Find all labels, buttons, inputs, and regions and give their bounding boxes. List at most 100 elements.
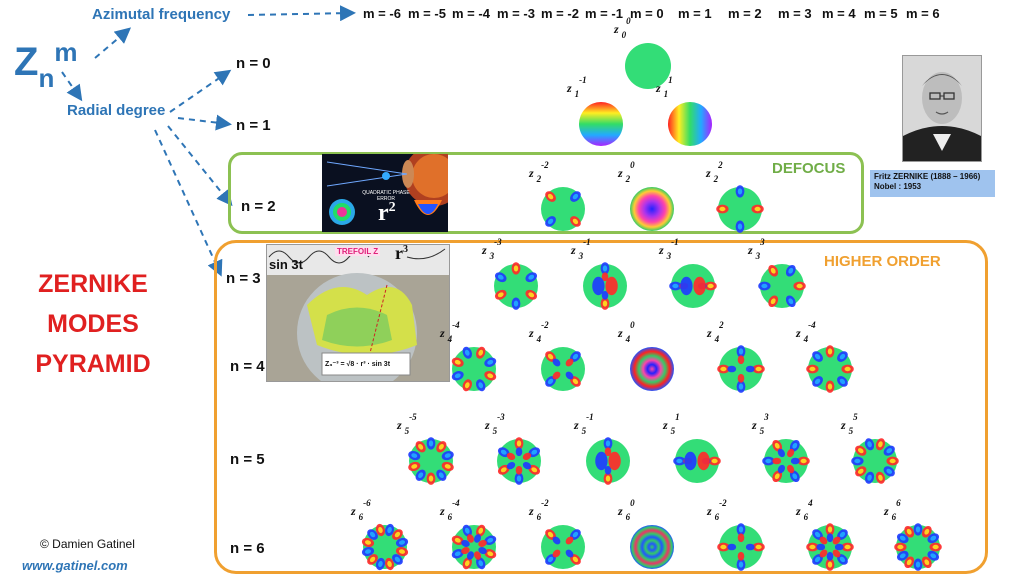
zernike-mode-z3_m3 [494,262,538,310]
mode-label-n: 3 [666,251,672,262]
mode-label-z: z [485,418,490,432]
mode-label-n: 5 [670,426,676,437]
mode-label: z 1 1 [656,76,673,100]
zernike-mode-z5_5 [851,438,899,484]
mode-label: z 6 0 [618,499,635,522]
mode-label-m: 0 [626,16,631,26]
zn-sub: n [38,63,55,93]
mode-label-n: 6 [447,512,453,523]
higher-order-label: HIGHER ORDER [824,253,941,270]
m-label: m = 5 [864,6,898,21]
higher-order-box [214,240,988,574]
mode-label-n: 2 [536,174,542,185]
mode-label: z 4 -4 [796,321,816,345]
mode-label-z: z [351,504,356,518]
mode-label: z 4 2 [707,321,724,344]
mode-label-z: z [397,418,402,432]
m-label: m = -1 [585,6,623,21]
mode-label-z: z [482,243,487,257]
mode-label-z: z [529,504,534,518]
portrait-caption-line-2: Nobel : 1953 [874,182,922,191]
n-label: n = 1 [236,117,271,134]
mode-label: z 6 -2 [529,499,549,523]
mode-label-m: -2 [719,498,727,508]
mode-label-n: 4 [803,334,809,345]
mode-label-m: -4 [452,320,460,330]
m-label: m = -2 [541,6,579,21]
r3-exp: 3 [403,244,408,255]
r2-exp: 2 [388,200,396,215]
portrait-caption-line-1: Fritz ZERNIKE (1888 – 1966) [874,172,981,181]
zernike-mode-z2_0 [630,187,674,231]
mode-label-m: -2 [541,320,549,330]
mode-label-n: 6 [803,512,809,523]
mode-label: z 4 0 [618,321,635,344]
mode-label: z 4 -2 [529,321,549,344]
portrait-caption: Fritz ZERNIKE (1888 – 1966) Nobel : 1953 [870,170,995,197]
mode-label-z: z [529,166,534,180]
zernike-portrait [902,55,982,162]
m-label: m = 3 [778,6,812,21]
mode-label: z 6 -2 [707,499,727,523]
mode-label-m: -5 [409,412,417,422]
mode-label-n: 5 [581,426,587,437]
m-label: m = 2 [728,6,762,21]
mode-label-n: 1 [574,89,580,100]
defocus-inset-r2: r2 [378,200,396,227]
website-link[interactable]: www.gatinel.com [22,558,128,573]
m-label: m = -4 [452,6,490,21]
zn-main: Z [14,40,39,84]
mode-label-z: z [884,504,889,518]
zernike-mode-z1_1 [668,102,712,146]
m-label: m = -6 [363,6,401,21]
zernike-mode-z4_2 [717,345,765,393]
mode-label: z 1 -1 [567,76,587,100]
azimutal-frequency-label: Azimutal frequency [92,6,231,23]
zernike-mode-z5_m3 [497,437,541,485]
portrait-image [903,56,981,161]
n-label: n = 0 [236,55,271,72]
mode-label-z: z [574,418,579,432]
mode-label-m: 0 [630,498,635,508]
zernike-mode-z4_m2 [541,347,585,391]
zernike-mode-z4_m4 [451,346,497,392]
mode-label-z: z [571,243,576,257]
zernike-mode-z6_0 [630,525,674,569]
mode-label-n: 5 [492,426,498,437]
mode-label-m: -3 [497,412,505,422]
defocus-inset-caption: QUADRATIC PHASE ERROR [362,190,410,202]
mode-label-m: -6 [363,498,371,508]
mode-label: z 4 -4 [440,321,460,344]
mode-label-m: -1 [671,237,679,247]
n-label: n = 6 [230,540,265,557]
mode-label-z: z [656,81,661,95]
title-line-1: ZERNIKE [38,270,148,298]
zernike-mode-z0_0 [625,43,671,89]
mode-label-m: 6 [896,498,901,508]
mode-label-m: -3 [494,237,502,247]
mode-label-z: z [796,504,801,518]
mode-label-z: z [618,166,623,180]
mode-label-z: z [618,326,623,340]
mode-label: z 3 -3 [482,238,502,261]
mode-label-m: 2 [718,160,723,170]
mode-label-n: 6 [714,512,720,523]
eye-illustration [326,154,448,225]
mode-label: z 5 -3 [485,413,505,437]
zernike-mode-z6_2 [717,523,765,571]
mode-label-m: 0 [630,160,635,170]
trefoil-label: TREFOIL Z [335,247,381,256]
defocus-label: DEFOCUS [772,160,846,177]
mode-label-n: 6 [536,512,542,523]
zernike-mode-z2_m2 [541,187,585,231]
mode-label-z: z [440,326,445,340]
mode-label-n: 0 [621,30,627,41]
credit: © Damien Gatinel [40,537,135,551]
mode-label-z: z [618,504,623,518]
r2-base: r [378,200,389,226]
mode-label-m: 4 [808,498,813,508]
mode-label-n: 5 [848,426,854,437]
r3-label: r3 [395,244,408,264]
mode-label-n: 1 [663,89,669,100]
mode-label-m: -1 [586,412,594,422]
